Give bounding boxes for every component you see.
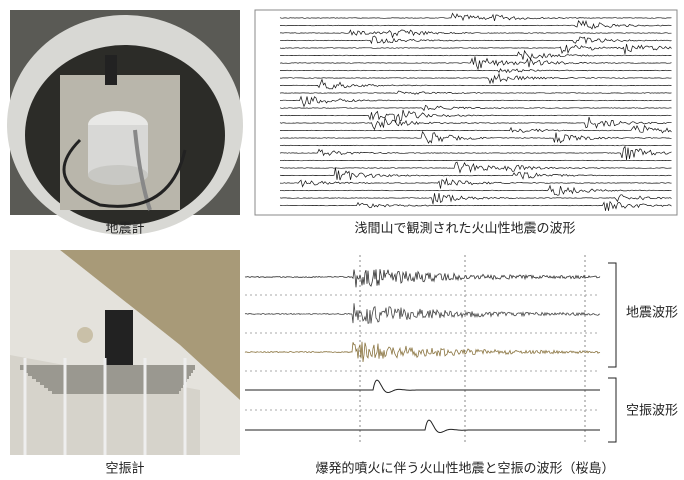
trace-label: 空振波形: [626, 404, 678, 419]
seismic-trace: [245, 303, 600, 323]
caption: 爆発的噴火に伴う火山性地震と空振の波形（桜島）: [315, 461, 614, 477]
caption: 浅間山で観測された火山性地震の波形: [354, 222, 575, 237]
infrasound-photo: [10, 250, 240, 455]
figure: 地震計 浅間山で観測された火山性地震の波形 空振計 地震波形 空振波形 爆発的噴…: [0, 0, 684, 480]
page: 地震計 浅間山で観測された火山性地震の波形 空振計 地震波形 空振波形 爆発的噴…: [0, 0, 684, 480]
louver-slat: [52, 389, 179, 394]
bracket: [608, 378, 616, 442]
infrasound-trace: [245, 380, 600, 392]
sakurajima-waveforms: [245, 255, 600, 445]
seismic-trace: [245, 342, 600, 362]
seismometer-photo: [7, 10, 243, 235]
bracket: [608, 263, 616, 367]
caption: 地震計: [105, 221, 144, 237]
caption: 空振計: [105, 461, 144, 477]
infrasound-trace: [245, 420, 600, 432]
seismic-trace: [245, 269, 600, 287]
trace-label: 地震波形: [626, 306, 678, 321]
